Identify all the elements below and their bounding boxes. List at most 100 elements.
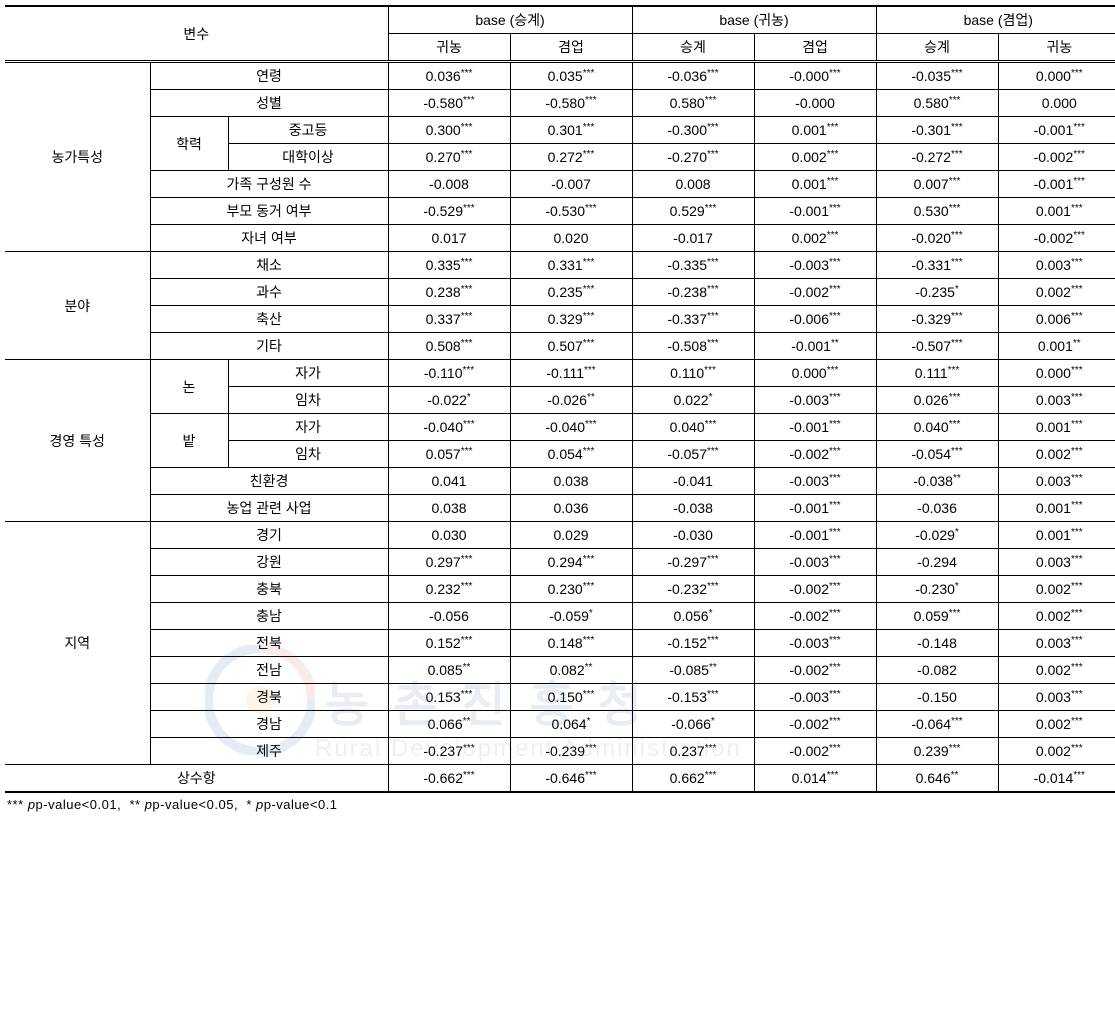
table-cell: 0.335***: [388, 252, 510, 279]
table-cell: 0.003***: [998, 468, 1115, 495]
group-constant: 상수항: [5, 765, 388, 793]
table-cell: -0.003***: [754, 252, 876, 279]
table-cell: -0.017: [632, 225, 754, 252]
table-cell: 0.030: [388, 522, 510, 549]
table-cell: -0.507***: [876, 333, 998, 360]
table-cell: -0.000: [754, 90, 876, 117]
table-row: 전북0.152***0.148***-0.152***-0.003***-0.1…: [5, 630, 1115, 657]
table-cell: 0.110***: [632, 360, 754, 387]
row-label: 강원: [150, 549, 388, 576]
table-cell: -0.002***: [754, 603, 876, 630]
table-cell: 0.038: [510, 468, 632, 495]
table-cell: -0.002***: [754, 738, 876, 765]
table-row: 기타0.508***0.507***-0.508***-0.001**-0.50…: [5, 333, 1115, 360]
table-cell: -0.001***: [998, 171, 1115, 198]
row-label: 충남: [150, 603, 388, 630]
row-label: 대학이상: [228, 144, 388, 171]
table-cell: -0.082: [876, 657, 998, 684]
table-cell: -0.057***: [632, 441, 754, 468]
table-row: 성별-0.580***-0.580***0.580***-0.0000.580*…: [5, 90, 1115, 117]
table-cell: 0.235***: [510, 279, 632, 306]
row-label: 전남: [150, 657, 388, 684]
row-label: 중고등: [228, 117, 388, 144]
table-cell: -0.239***: [510, 738, 632, 765]
row-label: 성별: [150, 90, 388, 117]
col-base-gy: base (겸업): [876, 6, 1115, 34]
table-cell: -0.110***: [388, 360, 510, 387]
table-cell: -0.272***: [876, 144, 998, 171]
row-label: 자가: [228, 414, 388, 441]
table-row: 자녀 여부0.0170.020-0.0170.002***-0.020***-0…: [5, 225, 1115, 252]
table-cell: -0.003***: [754, 684, 876, 711]
row-label: 기타: [150, 333, 388, 360]
table-row: 밭자가-0.040***-0.040***0.040***-0.001***0.…: [5, 414, 1115, 441]
table-cell: -0.335***: [632, 252, 754, 279]
table-cell: -0.003***: [754, 630, 876, 657]
table-cell: 0.002***: [998, 711, 1115, 738]
table-cell: 0.026***: [876, 387, 998, 414]
table-cell: -0.002***: [754, 576, 876, 603]
table-row: 강원0.297***0.294***-0.297***-0.003***-0.2…: [5, 549, 1115, 576]
table-cell: -0.006***: [754, 306, 876, 333]
table-cell: -0.085**: [632, 657, 754, 684]
table-cell: 0.111***: [876, 360, 998, 387]
table-cell: -0.030: [632, 522, 754, 549]
table-cell: 0.331***: [510, 252, 632, 279]
table-cell: 0.036: [510, 495, 632, 522]
table-row: 축산0.337***0.329***-0.337***-0.006***-0.3…: [5, 306, 1115, 333]
table-cell: 0.003***: [998, 684, 1115, 711]
row-label: 부모 동거 여부: [150, 198, 388, 225]
table-cell: 0.029: [510, 522, 632, 549]
table-cell: 0.300***: [388, 117, 510, 144]
table-cell: -0.022*: [388, 387, 510, 414]
col-variable: 변수: [5, 6, 388, 62]
table-cell: 0.294***: [510, 549, 632, 576]
subcol-sg-1: 승계: [632, 34, 754, 62]
table-cell: 0.007***: [876, 171, 998, 198]
group-farmchar: 농가특성: [5, 62, 150, 252]
table-row: 경영 특성논자가-0.110***-0.111***0.110***0.000*…: [5, 360, 1115, 387]
table-cell: -0.270***: [632, 144, 754, 171]
table-cell: -0.152***: [632, 630, 754, 657]
table-row: 경북0.153***0.150***-0.153***-0.003***-0.1…: [5, 684, 1115, 711]
table-cell: -0.001***: [754, 522, 876, 549]
table-cell: 0.003***: [998, 630, 1115, 657]
table-cell: 0.002***: [998, 603, 1115, 630]
table-cell: 0.040***: [876, 414, 998, 441]
row-label: 임차: [228, 441, 388, 468]
table-cell: -0.003***: [754, 468, 876, 495]
table-cell: -0.000***: [754, 62, 876, 90]
table-cell: -0.036: [876, 495, 998, 522]
row-label: 자가: [228, 360, 388, 387]
table-cell: -0.235*: [876, 279, 998, 306]
subcol-gn-1: 귀농: [388, 34, 510, 62]
table-cell: -0.294: [876, 549, 998, 576]
table-cell: -0.007: [510, 171, 632, 198]
row-label: 축산: [150, 306, 388, 333]
row-label: 경북: [150, 684, 388, 711]
table-cell: 0.001***: [998, 495, 1115, 522]
table-cell: -0.040***: [510, 414, 632, 441]
row-label: 경남: [150, 711, 388, 738]
group-region: 지역: [5, 522, 150, 765]
row-label: 친환경: [150, 468, 388, 495]
table-row: 가족 구성원 수-0.008-0.0070.0080.001***0.007**…: [5, 171, 1115, 198]
table-cell: 0.001**: [998, 333, 1115, 360]
table-cell: 0.148***: [510, 630, 632, 657]
table-cell: 0.002***: [754, 225, 876, 252]
table-row: 충남-0.056-0.059*0.056*-0.002***0.059***0.…: [5, 603, 1115, 630]
row-label: 과수: [150, 279, 388, 306]
table-cell: 0.337***: [388, 306, 510, 333]
regression-table: 변수 base (승계) base (귀농) base (겸업) 귀농 겸업 승…: [5, 5, 1115, 793]
table-cell: 0.040***: [632, 414, 754, 441]
table-cell: -0.337***: [632, 306, 754, 333]
table-cell: 0.529***: [632, 198, 754, 225]
table-row: 학력중고등0.300***0.301***-0.300***0.001***-0…: [5, 117, 1115, 144]
table-cell: -0.014***: [998, 765, 1115, 793]
table-cell: 0.150***: [510, 684, 632, 711]
table-cell: -0.232***: [632, 576, 754, 603]
table-cell: 0.270***: [388, 144, 510, 171]
table-cell: -0.530***: [510, 198, 632, 225]
table-cell: 0.153***: [388, 684, 510, 711]
table-cell: -0.059*: [510, 603, 632, 630]
